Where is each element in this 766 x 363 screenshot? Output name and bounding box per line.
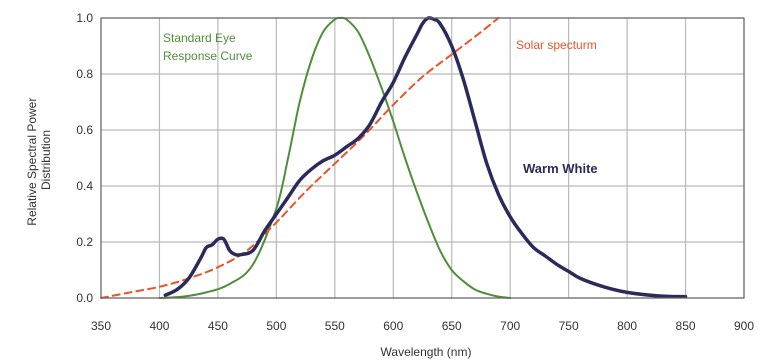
eye-response-annotation: Standard Eye Response Curve — [163, 31, 253, 63]
warm-white-annotation-line-1: Warm White — [523, 161, 598, 176]
x-tick-label: 750 — [559, 319, 579, 333]
x-tick-label: 450 — [208, 319, 228, 333]
x-tick-label: 350 — [91, 319, 111, 333]
y-axis-label: Relative Spectral Power Distribution — [25, 94, 53, 225]
y-axis-label-line-2: Distribution — [39, 130, 53, 190]
x-tick-label: 850 — [676, 319, 696, 333]
x-tick-label: 800 — [617, 319, 637, 333]
x-tick-label: 400 — [149, 319, 169, 333]
x-tick-label: 600 — [383, 319, 403, 333]
solar-spectrum-curve — [100, 17, 500, 299]
solar-annotation-line-1: Solar specturm — [516, 38, 597, 52]
y-tick-label: 1.0 — [76, 11, 93, 25]
y-tick-label: 0.0 — [76, 291, 93, 305]
eye-annotation-line-2: Response Curve — [163, 49, 253, 63]
y-tick-label: 0.2 — [76, 235, 93, 249]
eye-response-curve — [158, 16, 512, 299]
x-tick-label: 500 — [266, 319, 286, 333]
series-layer — [100, 16, 688, 299]
solar-spectrum-annotation: Solar specturm — [516, 38, 597, 52]
x-tick-label: 900 — [734, 319, 754, 333]
x-tick-label: 700 — [500, 319, 520, 333]
warm-white-annotation: Warm White — [523, 161, 598, 176]
x-tick-label: 650 — [442, 319, 462, 333]
x-tick-label: 550 — [325, 319, 345, 333]
eye-annotation-line-1: Standard Eye — [163, 31, 236, 45]
y-axis-ticks: 0.0 0.2 0.4 0.6 0.8 1.0 — [76, 11, 93, 305]
plot-frame — [100, 17, 745, 299]
warm-white-curve — [163, 16, 688, 299]
x-axis-ticks: 350 400 450 500 550 600 650 700 750 800 850 900 — [91, 319, 754, 333]
y-tick-label: 0.4 — [76, 179, 93, 193]
y-tick-label: 0.8 — [76, 67, 93, 81]
x-axis-label: Wavelength (nm) — [381, 345, 472, 359]
y-axis-label-line-1: Relative Spectral Power — [25, 98, 39, 226]
y-tick-label: 0.6 — [76, 123, 93, 137]
